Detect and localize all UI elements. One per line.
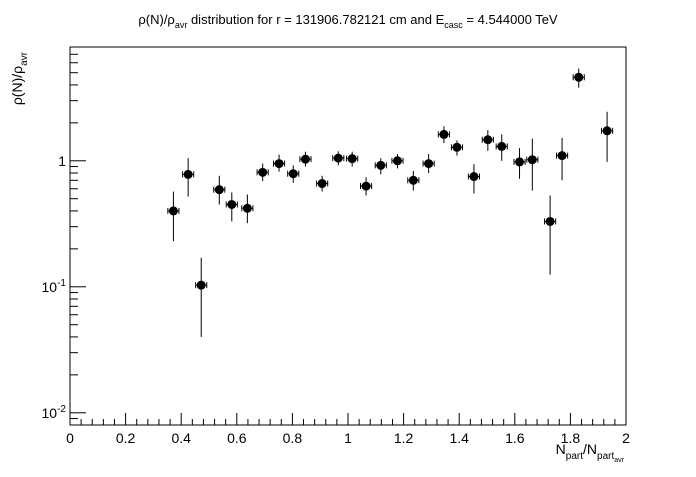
marker	[515, 157, 525, 167]
x-tick-label: 0.8	[283, 430, 303, 446]
marker	[574, 72, 584, 82]
marker	[183, 169, 193, 179]
marker	[545, 216, 555, 226]
data-point	[556, 137, 569, 181]
data-point	[287, 165, 300, 183]
y-axis-label: ρ(N)/ρavr	[9, 51, 30, 105]
marker	[317, 179, 327, 189]
data-point	[391, 154, 404, 169]
marker	[392, 156, 402, 166]
data-point	[450, 140, 464, 156]
data-point	[225, 192, 238, 222]
marker	[469, 172, 479, 182]
x-tick-label: 1	[344, 430, 352, 446]
data-point	[167, 191, 180, 242]
x-tick-label: 2	[622, 430, 630, 446]
marker	[376, 160, 386, 170]
data-point	[601, 111, 614, 162]
data-point	[182, 158, 195, 197]
marker	[408, 175, 418, 185]
x-tick-label: 0.4	[171, 430, 191, 446]
marker	[361, 181, 371, 191]
data-point	[195, 257, 208, 337]
data-point	[374, 158, 387, 175]
data-point	[256, 163, 269, 182]
marker	[214, 185, 224, 195]
x-tick-label: 0.2	[116, 430, 136, 446]
marker	[439, 129, 449, 139]
marker	[258, 167, 268, 177]
marker	[196, 280, 206, 290]
x-tick-label: 1.6	[505, 430, 525, 446]
marker	[452, 142, 462, 152]
x-tick-label: 1.4	[449, 430, 469, 446]
data-point	[526, 138, 539, 191]
data-point	[316, 175, 329, 192]
y-tick-label: 10-2	[42, 404, 67, 421]
marker	[242, 203, 252, 213]
data-point	[407, 170, 420, 191]
marker	[527, 155, 537, 165]
data-points	[167, 68, 614, 337]
x-tick-label: 1.2	[394, 430, 414, 446]
data-point	[437, 126, 450, 144]
data-point	[572, 68, 585, 88]
marker	[557, 151, 567, 161]
y-tick-label: 1	[58, 153, 66, 169]
data-point	[241, 194, 254, 224]
marker	[274, 159, 284, 169]
data-point	[299, 151, 312, 167]
data-point	[332, 151, 345, 166]
marker	[227, 199, 237, 209]
data-point	[360, 177, 373, 196]
x-axis-label: Npart/Npartavr	[556, 441, 625, 464]
marker	[333, 153, 343, 163]
marker	[347, 154, 357, 164]
data-point	[346, 151, 359, 167]
data-point	[495, 134, 508, 161]
data-point	[544, 195, 557, 275]
marker	[168, 206, 178, 216]
data-point	[213, 175, 226, 205]
x-axis: 0 0.2 0.4 0.6 0.8 1 1.2 1.4 1.6 1.8 2	[66, 413, 630, 446]
marker	[300, 154, 310, 164]
chart-title: ρ(N)/ρavr distribution for r = 131906.78…	[138, 12, 558, 30]
marker	[483, 135, 493, 145]
x-tick-label: 0.6	[227, 430, 247, 446]
data-point	[481, 130, 494, 151]
marker	[602, 126, 612, 136]
data-point	[422, 154, 435, 173]
y-axis: 10-2 10-1 1	[42, 46, 86, 426]
marker	[424, 159, 434, 169]
marker	[497, 141, 507, 151]
data-point	[272, 154, 286, 172]
data-point	[467, 164, 480, 194]
x-tick-label: 1.8	[561, 430, 581, 446]
marker	[288, 169, 298, 179]
x-tick-label: 0	[66, 430, 74, 446]
y-tick-label: 10-1	[42, 278, 67, 295]
data-point	[513, 148, 526, 179]
